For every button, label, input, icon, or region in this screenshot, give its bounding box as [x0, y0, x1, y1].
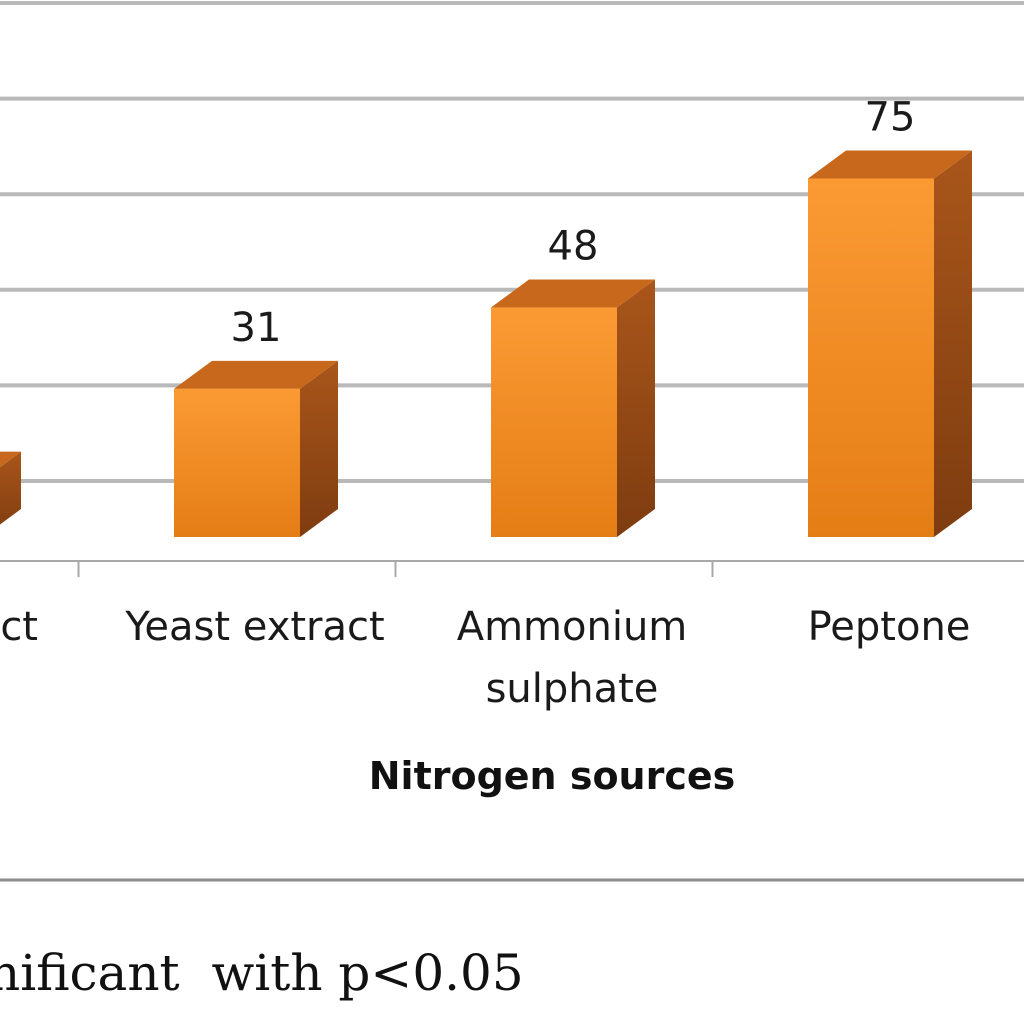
- bar: 75: [808, 95, 972, 537]
- bar-top-face: [174, 360, 338, 389]
- data-label: 48: [548, 224, 599, 270]
- category-label-line: ct: [0, 604, 38, 650]
- bars: 31 48 75: [0, 95, 972, 537]
- category-label: Ammonium sulphate: [457, 604, 688, 712]
- bar: [0, 451, 21, 525]
- bar-side-face: [0, 451, 21, 525]
- category-label: Yeast extract: [124, 604, 384, 650]
- bar-side-face: [934, 150, 972, 537]
- bar: 48: [491, 224, 655, 537]
- category-label-line: sulphate: [486, 666, 659, 712]
- category-label: ct: [0, 604, 38, 650]
- data-label: 31: [231, 305, 282, 351]
- bar-front-face: [174, 388, 300, 537]
- x-axis: [0, 560, 1024, 577]
- x-axis-title: Nitrogen sources: [369, 754, 736, 798]
- bar-side-face: [300, 360, 338, 537]
- category-label-line: Yeast extract: [124, 604, 384, 650]
- bar-top-face: [491, 279, 655, 308]
- data-label: 75: [865, 95, 916, 141]
- bar: 31: [174, 305, 338, 537]
- bar-side-face: [617, 279, 655, 537]
- bar-top-face: [0, 451, 21, 468]
- bar-front-face: [808, 178, 934, 537]
- category-label-line: Peptone: [808, 604, 971, 650]
- category-labels: ct Yeast extract Ammonium sulphate Peptone: [0, 604, 970, 712]
- category-label: Peptone: [808, 604, 971, 650]
- significance-footnote: nificant with p<0.05: [0, 944, 524, 1002]
- category-label-line: Ammonium: [457, 604, 688, 650]
- bar-front-face: [491, 307, 617, 537]
- bar-top-face: [808, 150, 972, 179]
